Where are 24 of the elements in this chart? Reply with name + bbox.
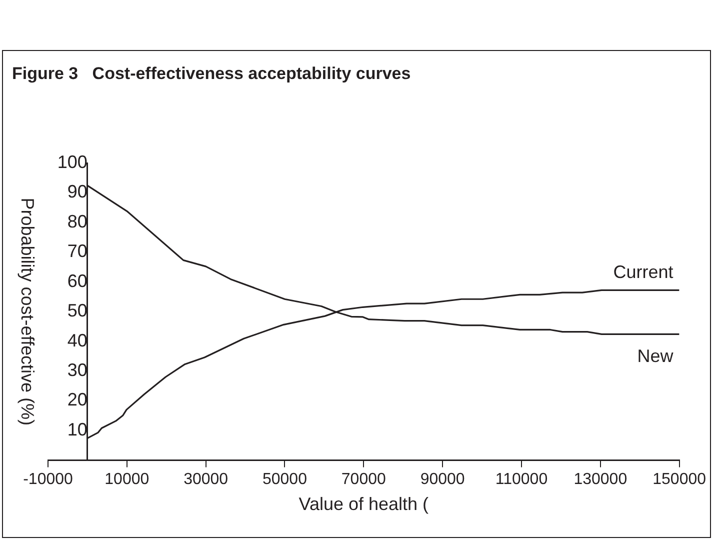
series-label: Current	[613, 262, 674, 282]
y-tick-label: 60	[67, 270, 88, 291]
y-tick-label: 30	[67, 360, 88, 380]
y-tick-label: 70	[67, 241, 88, 262]
x-tick-label: 10000	[104, 471, 150, 488]
x-tick-label: 90000	[420, 471, 465, 488]
x-tick-label: 50000	[262, 471, 308, 488]
x-tick-label: 110000	[495, 471, 548, 488]
y-axis-title: Probability cost-effective (%)	[18, 198, 38, 426]
chart-title: Figure 3 Cost-effectiveness acceptability curves	[12, 64, 411, 84]
x-tick-label: 70000	[341, 471, 386, 488]
series-label: New	[637, 346, 674, 366]
y-tick-label: 80	[67, 211, 88, 232]
x-tick-label: 130000	[574, 471, 628, 488]
y-tick-label: 90	[67, 182, 88, 202]
y-tick-label: 20	[67, 390, 88, 410]
x-tick-label: 30000	[184, 471, 228, 488]
x-tick-label: -10000	[23, 471, 74, 488]
y-tick-label: 50	[67, 300, 88, 321]
y-tick-label: 40	[67, 330, 88, 350]
x-axis-title: Value of health (	[298, 494, 429, 514]
y-tick-label: 100	[57, 152, 88, 172]
x-tick-label: 150000	[652, 471, 706, 488]
y-tick-label: 10	[67, 419, 88, 440]
